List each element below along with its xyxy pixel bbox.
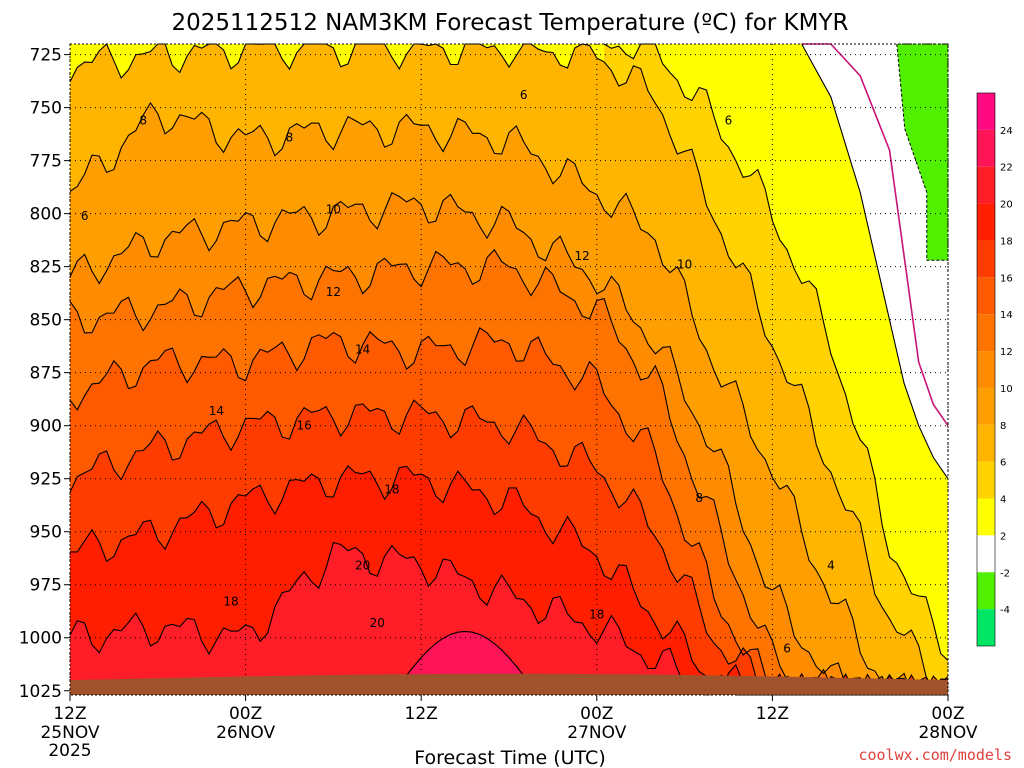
y-tick-label: 850 <box>30 311 62 331</box>
freezing-level-line <box>801 43 949 427</box>
y-tick-label: 900 <box>30 417 62 437</box>
credit-text: coolwx.com/models <box>858 746 1012 764</box>
colorbar-swatch <box>977 572 995 610</box>
x-tick-label-top: 00Z <box>931 704 964 724</box>
y-tick-label: 825 <box>30 258 62 278</box>
contour-6 <box>69 43 949 693</box>
contour-label: 8 <box>139 113 147 127</box>
colorbar-label: 14 <box>1000 310 1013 321</box>
y-tick-label: 1025 <box>19 682 62 702</box>
contour-label: 18 <box>589 607 604 621</box>
contour-label: 20 <box>370 616 385 630</box>
contour-22 <box>391 630 539 696</box>
contour-label: 12 <box>575 249 590 263</box>
y-tick-label: 950 <box>30 523 62 543</box>
contour-label: 8 <box>695 491 703 505</box>
y-tick-label: 775 <box>30 152 62 172</box>
x-tick-label-mid: 25NOV <box>40 723 99 743</box>
colorbar-swatch <box>977 314 995 352</box>
colorbar-label: 16 <box>1000 273 1013 284</box>
contour-label: 6 <box>520 88 528 102</box>
colorbar-label: 22 <box>1000 163 1013 174</box>
colorbar-label: 20 <box>1000 200 1013 211</box>
contour-label: 6 <box>81 209 89 223</box>
y-tick-label: 750 <box>30 99 62 119</box>
colorbar-label: -2 <box>1000 568 1010 579</box>
y-tick-label: 1000 <box>19 629 62 649</box>
x-tick-label-top: 12Z <box>53 704 86 724</box>
contour-8 <box>69 101 949 696</box>
contour-10 <box>69 192 949 696</box>
y-tick-label: 725 <box>30 46 62 66</box>
contour-label: 10 <box>677 258 692 272</box>
x-tick-label-mid: 28NOV <box>918 723 977 743</box>
contour-label: 16 <box>296 419 311 433</box>
x-tick-label-bot: 2025 <box>48 741 91 761</box>
contour-labels: 6 6 8 8 6 10 12 10 12 14 14 16 18 8 20 4 18 18 20 6 <box>81 88 835 655</box>
terrain-fill <box>70 673 948 695</box>
colorbar-label: 10 <box>1000 384 1013 395</box>
colorbar-swatch <box>977 387 995 425</box>
colorbar-label: 6 <box>1000 458 1006 469</box>
colorbar: 24 22 20 18 16 14 12 10 8 6 4 2 -2 -4 <box>976 92 1013 647</box>
cold-band-white <box>801 44 948 479</box>
contour-label: 8 <box>286 130 294 144</box>
contour-16 <box>69 399 948 696</box>
plot-area <box>70 43 949 696</box>
x-tick-label-top: 00Z <box>580 704 613 724</box>
colorbar-swatch <box>977 203 995 241</box>
contour-label: 6 <box>783 641 791 655</box>
contour-label: 14 <box>355 342 370 356</box>
colorbar-label: 12 <box>1000 347 1013 358</box>
colorbar-label: 2 <box>1000 531 1006 542</box>
colorbar-label: 24 <box>1000 126 1013 137</box>
chart-title: 2025112512 NAM3KM Forecast Temperature (… <box>172 10 849 36</box>
colorbar-swatch <box>977 129 995 167</box>
contour-label: 4 <box>827 559 835 573</box>
colorbar-swatch <box>977 277 995 315</box>
contour-label: 6 <box>725 113 733 127</box>
contour-4 <box>603 43 949 661</box>
colorbar-swatch <box>977 498 995 536</box>
x-tick-label-top: 12Z <box>756 704 789 724</box>
colorbar-label: 4 <box>1000 495 1006 506</box>
y-tick-label: 925 <box>30 470 62 490</box>
colorbar-swatch <box>977 461 995 499</box>
y-tick-label: 800 <box>30 205 62 225</box>
y-tick-label: 975 <box>30 576 62 596</box>
colorbar-swatch <box>977 240 995 278</box>
terrain <box>70 673 948 695</box>
colorbar-swatch <box>977 535 995 573</box>
colorbar-swatch <box>977 93 995 130</box>
contour-label: 18 <box>384 482 399 496</box>
temp-band-20 <box>70 542 948 695</box>
x-tick-label-mid: 27NOV <box>567 723 626 743</box>
colorbar-swatch <box>977 424 995 462</box>
contour-label: 20 <box>355 559 370 573</box>
contour-label: 10 <box>326 202 341 216</box>
x-tick-label-top: 00Z <box>229 704 262 724</box>
colorbar-label: 18 <box>1000 236 1013 247</box>
x-axis-label: Forecast Time (UTC) <box>414 747 605 768</box>
contour-2 <box>801 43 949 480</box>
colorbar-swatch <box>977 609 995 646</box>
colorbar-swatch <box>977 351 995 388</box>
plot-frame <box>69 43 949 696</box>
colorbar-label: 8 <box>1000 421 1006 432</box>
colorbar-label: -4 <box>1000 605 1010 616</box>
colorbar-swatch <box>977 166 995 204</box>
x-tick-label-top: 12Z <box>405 704 438 724</box>
x-tick-label-mid: 26NOV <box>216 723 275 743</box>
contour-label: 12 <box>326 285 341 299</box>
contour-label: 14 <box>209 404 224 418</box>
contour-label: 18 <box>223 595 238 609</box>
colorbar-frame <box>976 92 996 647</box>
y-axis: 725 750 775 800 825 850 875 900 925 950 975 1000 102… <box>19 46 70 702</box>
y-tick-label: 875 <box>30 364 62 384</box>
